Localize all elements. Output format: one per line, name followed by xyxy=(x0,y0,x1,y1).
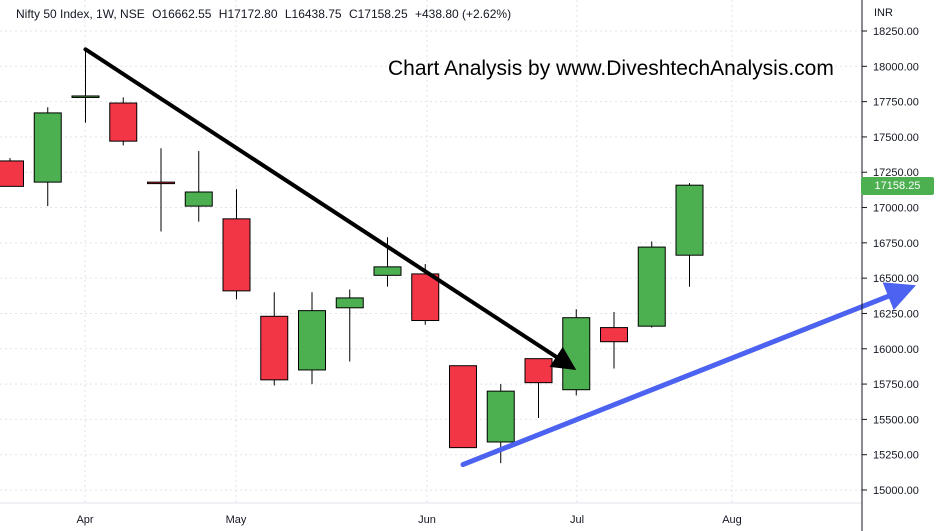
candle xyxy=(0,158,24,187)
y-tick-label: 15000.00 xyxy=(873,485,919,497)
candle-body xyxy=(373,266,402,276)
candle-body xyxy=(449,365,477,449)
y-tick-label: 18250.00 xyxy=(873,26,919,38)
candle-body xyxy=(0,160,24,187)
change-value: +438.80 (+2.62%) xyxy=(415,7,512,21)
y-tick-label: 17000.00 xyxy=(873,203,919,215)
x-tick-label: May xyxy=(226,514,247,526)
y-tick-label: 16500.00 xyxy=(873,273,919,285)
candle xyxy=(33,107,62,207)
candle-body xyxy=(147,181,175,185)
x-tick-label: Apr xyxy=(76,514,93,526)
candle-body xyxy=(600,327,628,343)
candle-body xyxy=(71,95,100,98)
y-tick-label: 15750.00 xyxy=(873,379,919,391)
candle-body xyxy=(411,273,440,322)
y-tick-label: 17750.00 xyxy=(873,97,919,109)
y-tick-label: 18000.00 xyxy=(873,61,919,73)
y-tick-label: 16000.00 xyxy=(873,344,919,356)
candle-body xyxy=(524,358,553,384)
candle xyxy=(298,292,326,385)
x-tick-label: Jun xyxy=(418,514,436,526)
candle xyxy=(109,97,138,146)
close-value: C17158.25 xyxy=(348,7,408,21)
candle xyxy=(260,292,289,386)
y-axis[interactable]: 15000.00 15250.00 15500.00 15750.00 16000.00… xyxy=(862,26,919,497)
candle-body xyxy=(637,246,666,327)
candle-body xyxy=(109,102,138,142)
candle xyxy=(335,289,364,362)
y-tick-label: 15500.00 xyxy=(873,414,919,426)
candles xyxy=(0,50,704,464)
y-tick-label: 16250.00 xyxy=(873,308,919,320)
candle-body xyxy=(222,218,251,292)
last-price-tag: 17158.25 xyxy=(861,177,934,195)
x-tick-label: Aug xyxy=(722,514,742,526)
candle-body xyxy=(184,191,213,207)
y-tick-label: 17250.00 xyxy=(873,167,919,179)
annotations xyxy=(83,47,916,468)
candle xyxy=(562,309,591,396)
candle xyxy=(184,151,213,222)
candle xyxy=(637,241,666,328)
candle-body xyxy=(486,390,515,443)
chart-watermark-text: Chart Analysis by www.DiveshtechAnalysis… xyxy=(388,57,834,80)
x-axis: Apr May Jun Jul Aug xyxy=(0,502,862,526)
low-value: L16438.75 xyxy=(284,7,342,21)
symbol-legend: Nifty 50 Index, 1W, NSE O16662.55 H17172… xyxy=(16,7,515,21)
y-tick-label: 17500.00 xyxy=(873,132,919,144)
candle-body xyxy=(675,184,704,256)
y-tick-label: 15250.00 xyxy=(873,450,919,462)
candle-body xyxy=(298,310,326,371)
candle xyxy=(147,148,175,232)
candle-body xyxy=(562,317,591,391)
symbol-name[interactable]: Nifty 50 Index, 1W, NSE xyxy=(16,7,145,21)
high-value: H17172.80 xyxy=(218,7,278,21)
candle xyxy=(449,365,477,449)
candle xyxy=(222,189,251,300)
open-value: O16662.55 xyxy=(152,7,212,21)
candle-body xyxy=(260,315,289,381)
candle xyxy=(411,264,440,325)
currency-label: INR xyxy=(874,7,893,19)
black-trend-arrow xyxy=(83,47,577,370)
candle-body xyxy=(33,112,62,183)
blue-trend-arrow xyxy=(460,282,916,468)
candle xyxy=(524,358,553,418)
x-tick-label: Jul xyxy=(570,514,584,526)
candle xyxy=(71,50,100,123)
candle-body xyxy=(335,297,364,309)
y-tick-label: 16750.00 xyxy=(873,238,919,250)
candle xyxy=(600,312,628,369)
candle xyxy=(675,183,704,287)
